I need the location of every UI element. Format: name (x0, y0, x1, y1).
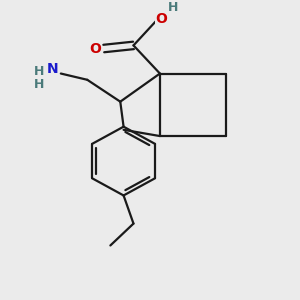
Text: H: H (34, 65, 45, 79)
Text: H: H (34, 78, 45, 91)
Text: O: O (90, 41, 101, 56)
Text: N: N (47, 62, 58, 76)
Text: H: H (168, 2, 178, 14)
Text: O: O (156, 12, 167, 26)
